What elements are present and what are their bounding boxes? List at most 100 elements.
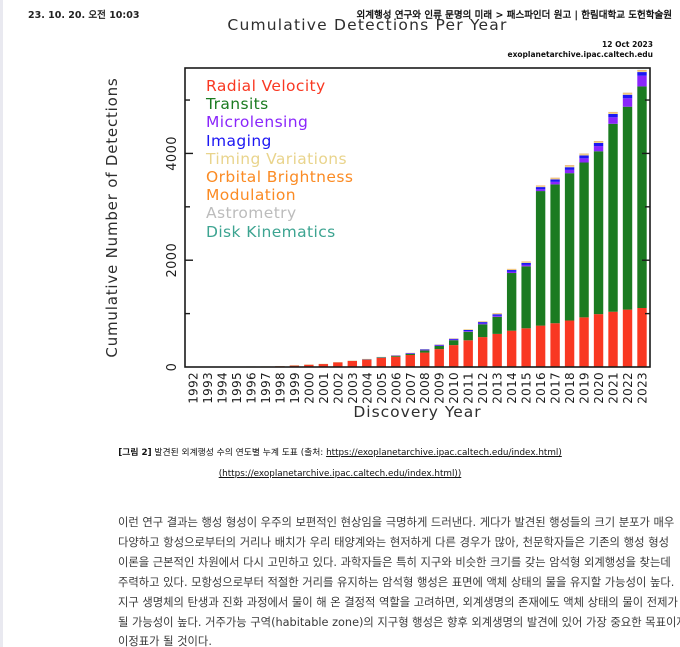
- x-tick-label: 1999: [288, 372, 302, 404]
- figure-caption-line-1: [그림 2] 발견된 외계행성 수의 연도별 누계 도표 (출처: https:…: [40, 443, 640, 464]
- x-tick-label: 2001: [317, 372, 331, 404]
- body-line: 지구 생명체의 탄생과 진화 과정에서 물이 해 온 결정적 역할을 고려하면,…: [118, 595, 678, 609]
- bar-segment: [463, 340, 473, 367]
- x-tick-label: 2008: [418, 372, 432, 404]
- body-line: 이런 연구 결과는 행성 형성이 우주의 보편적인 현상임을 극명하게 드러낸다…: [118, 516, 675, 529]
- bar-segment: [622, 94, 633, 99]
- bar-segment: [521, 262, 531, 265]
- bar-segment: [579, 317, 589, 367]
- bar-segment: [449, 338, 459, 340]
- bar-segment: [333, 362, 343, 367]
- y-tick-label: 2000: [165, 243, 180, 278]
- x-tick-label: 2014: [505, 372, 519, 404]
- x-tick-label: 2007: [404, 372, 418, 404]
- figure-caption-line-2: (https://exoplanetarchive.ipac.caltech.e…: [40, 464, 640, 485]
- x-tick-label: 2015: [520, 372, 534, 404]
- bar-segment: [564, 320, 575, 367]
- bar-segment: [506, 330, 517, 367]
- bar-segment: [637, 70, 647, 73]
- bar-segment: [593, 141, 604, 143]
- viewport-edge-strip: [0, 0, 3, 647]
- bar-segment: [449, 339, 459, 341]
- body-line: 이정표가 될 것이다.: [118, 635, 212, 647]
- x-tick-label: 2005: [375, 372, 389, 404]
- bar-segment: [579, 155, 589, 159]
- body-line: 될 가능성이 높다. 거주가능 구역(habitable zone)의 지구형 …: [118, 615, 680, 629]
- bar-segment: [564, 173, 575, 321]
- legend-item: Disk Kinematics: [206, 222, 336, 241]
- print-header-timestamp: 23. 10. 20. 오전 10:03: [28, 10, 140, 21]
- bar-segment: [506, 269, 517, 271]
- bar-segment: [391, 356, 401, 367]
- bar-segment: [492, 313, 502, 315]
- bar-segment: [622, 309, 633, 367]
- bar-segment: [593, 314, 604, 367]
- legend-item: Orbital Brightness: [206, 168, 354, 187]
- bar-segment: [535, 189, 546, 192]
- bar-segment: [391, 355, 401, 357]
- x-tick-label: 2011: [462, 372, 476, 404]
- x-tick-label: 2000: [302, 372, 316, 404]
- bar-segment: [463, 331, 473, 341]
- body-line: 이론을 근본적인 차원에서 다시 고민하고 있다. 과학자들은 특히 지구와 비…: [118, 555, 671, 569]
- bar-segment: [477, 324, 488, 338]
- x-tick-label: 1996: [244, 372, 258, 404]
- bar-segment: [318, 364, 329, 367]
- bar-segment: [608, 112, 618, 114]
- x-tick-label: 2018: [563, 372, 577, 404]
- figure-caption: [그림 2] 발견된 외계행성 수의 연도별 누계 도표 (출처: https:…: [40, 443, 640, 485]
- bar-segment: [579, 158, 589, 163]
- bar-segment: [477, 321, 488, 323]
- x-axis-title: Discovery Year: [353, 403, 481, 421]
- bar-segment: [521, 261, 531, 263]
- y-tick-label: 0: [165, 363, 180, 372]
- bar-segment: [593, 151, 604, 315]
- body-paragraph: 이런 연구 결과는 행성 형성이 우주의 보편적인 현상임을 극명하게 드러낸다…: [118, 513, 680, 647]
- y-tick-label: 4000: [165, 136, 180, 171]
- bar-segment: [492, 315, 502, 317]
- x-tick-label: 2004: [360, 372, 374, 404]
- bar-segment: [405, 354, 415, 367]
- bar-segment: [347, 360, 358, 367]
- bar-segment: [477, 337, 488, 367]
- bar-segment: [579, 154, 589, 156]
- bar-segment: [593, 146, 604, 152]
- x-tick-label: 2022: [621, 372, 635, 404]
- x-tick-label: 1993: [201, 372, 215, 404]
- bar-segment: [564, 165, 575, 168]
- bar-segment: [449, 345, 459, 367]
- bar-segment: [376, 357, 386, 367]
- bar-segment: [550, 181, 560, 185]
- y-axis-title: Cumulative Number of Detections: [103, 77, 121, 357]
- bar-segment: [463, 330, 473, 332]
- body-line: 다양하고 항성으로부터의 거리나 배치가 우리 태양계와는 현저하게 다른 경우…: [118, 535, 669, 549]
- bar-segment: [550, 179, 560, 182]
- legend-item: Transits: [206, 95, 269, 114]
- bar-segment: [405, 353, 415, 355]
- legend-item: Imaging: [206, 131, 272, 150]
- bar-segment: [637, 308, 647, 367]
- x-tick-label: 2017: [549, 372, 563, 404]
- bar-segment: [550, 184, 560, 324]
- x-tick-label: 2003: [346, 372, 360, 404]
- x-tick-label: 2009: [433, 372, 447, 404]
- bar-segment: [521, 266, 531, 329]
- bar-segment: [362, 359, 372, 367]
- bar-segment: [463, 329, 473, 330]
- bar-segment: [622, 106, 633, 310]
- bar-segment: [434, 349, 444, 367]
- bar-segment: [477, 323, 488, 325]
- bar-segment: [608, 311, 618, 367]
- bar-segment: [492, 314, 502, 316]
- bar-segment: [434, 345, 444, 350]
- bar-segment: [535, 191, 546, 326]
- chart-title: Cumulative Detections Per Year: [227, 16, 508, 34]
- bar-segment: [434, 344, 444, 346]
- caption-source-link-2[interactable]: (https://exoplanetarchive.ipac.caltech.e…: [218, 469, 462, 479]
- bar-segment: [420, 350, 430, 353]
- bar-segment: [449, 340, 459, 346]
- x-tick-label: 1995: [230, 372, 244, 404]
- bar-segment: [608, 113, 618, 118]
- caption-source-link[interactable]: https://exoplanetarchive.ipac.caltech.ed…: [326, 448, 562, 458]
